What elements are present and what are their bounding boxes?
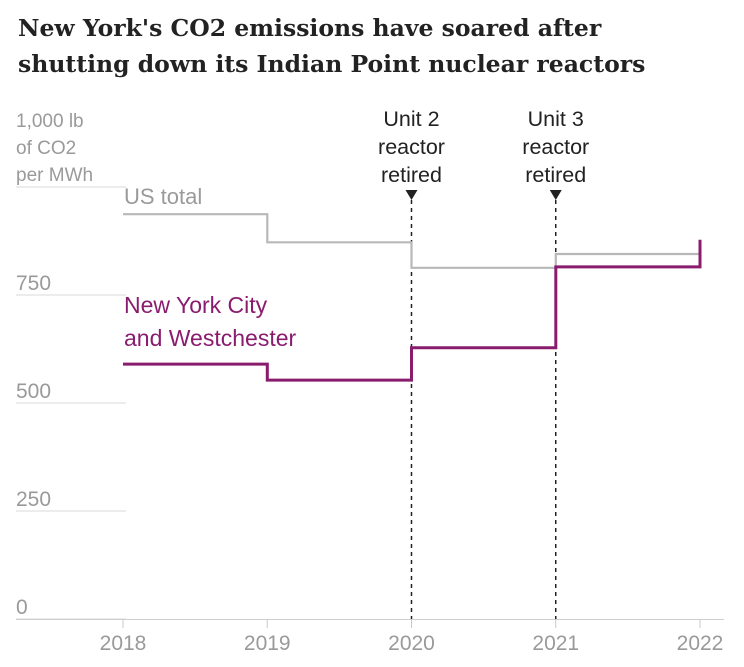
y-tick-label: 750 (16, 272, 51, 295)
x-tick-label: 2020 (388, 632, 435, 655)
annotation-label: retired (381, 163, 442, 187)
x-tick-label: 2018 (100, 632, 147, 655)
x-tick-label: 2019 (244, 632, 291, 655)
y-tick-label: 0 (16, 596, 28, 619)
title-line-2: shutting down its Indian Point nuclear r… (18, 50, 646, 78)
series-label-us-total: US total (124, 184, 202, 209)
retirement-arrow (549, 190, 562, 200)
annotation-label: Unit 2 (383, 107, 439, 131)
annotation-label: retired (525, 163, 586, 187)
series-us-total-line (123, 213, 700, 269)
y-axis-label: per MWh (16, 165, 93, 186)
y-axis-label: 1,000 lb (16, 111, 84, 132)
y-tick-label: 500 (16, 380, 51, 403)
x-tick-label: 2022 (677, 632, 724, 655)
retirement-arrow (405, 190, 418, 200)
series-label-nyc-westchester: and Westchester (124, 325, 297, 351)
chart-title: New York's CO2 emissions have soared aft… (18, 10, 738, 82)
series-nyc-westchester-line (123, 239, 702, 382)
title-line-1: New York's CO2 emissions have soared aft… (18, 14, 602, 42)
y-tick-label: 250 (16, 488, 51, 511)
x-tick-label: 2021 (532, 632, 579, 655)
annotation-label: reactor (522, 135, 589, 159)
series-label-nyc-westchester: New York City (124, 292, 268, 318)
annotation-label: reactor (378, 135, 445, 159)
y-axis-label: of CO2 (16, 138, 76, 159)
annotation-label: Unit 3 (528, 107, 584, 131)
